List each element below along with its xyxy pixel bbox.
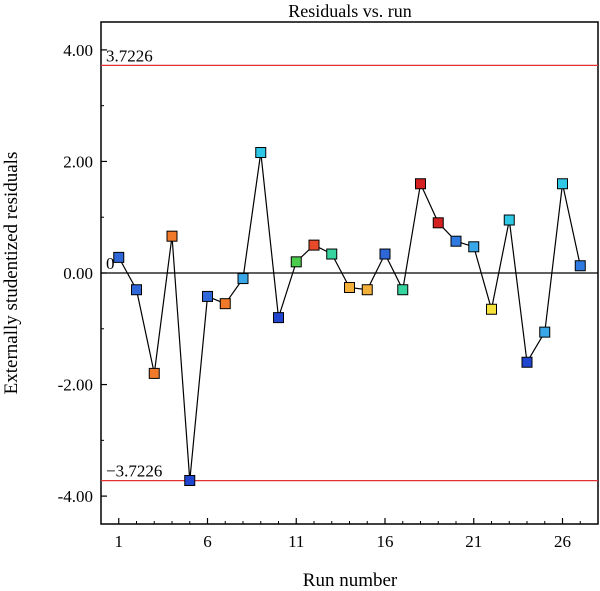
residual-series-line [118,152,581,481]
x-axis-label: Run number [303,570,398,591]
residual-point-run-10 [273,312,284,324]
residual-point-run-8 [237,273,249,285]
residual-point-run-12 [308,239,320,251]
residual-point-run-11 [290,256,302,268]
reference-line-label-0: 3.7226 [106,46,153,65]
residual-point-run-9 [255,147,267,159]
residual-point-run-18 [415,178,426,190]
x-tick-label: 1 [115,532,124,551]
residual-point-run-16 [379,248,391,260]
residual-point-run-14 [344,282,355,294]
residual-point-run-19 [432,217,444,229]
residual-point-run-7 [219,298,231,310]
reference-line-label-2: −3.7226 [106,462,162,481]
residual-point-run-2 [131,284,142,296]
y-axis-label: Externally studentized residuals [1,152,22,395]
residual-point-run-25 [539,326,551,338]
y-axis: 4.00 2.00 0.00 -2.00 -4.00 [58,41,107,506]
residual-points [113,147,586,486]
x-axis: 1 6 11 16 21 26 [100,518,599,551]
residual-point-run-13 [326,248,338,260]
residual-point-run-4 [166,230,178,242]
x-tick-label: 26 [554,532,571,551]
reference-line-label-1: 0 [106,254,115,273]
residual-point-run-1 [113,251,125,263]
residual-point-run-5 [184,474,196,486]
residual-point-run-3 [148,367,160,379]
y-tick-label: 2.00 [63,152,93,171]
chart-title: Residuals vs. run [288,1,412,21]
y-tick-label: -4.00 [58,487,93,506]
residual-point-run-21 [468,241,480,253]
residual-point-run-20 [450,235,462,247]
residual-point-run-15 [361,284,373,296]
residual-point-run-6 [202,290,213,302]
y-tick-label: 4.00 [63,41,93,60]
residual-point-run-27 [574,260,586,272]
residual-point-run-22 [486,303,497,315]
residual-point-run-24 [521,356,533,368]
reference-lines: 3.7226 0 −3.7226 [101,46,598,482]
x-tick-label: 11 [288,532,304,551]
residual-point-run-26 [557,178,568,190]
y-tick-label: 0.00 [63,264,93,283]
x-tick-label: 16 [377,532,394,551]
x-tick-label: 21 [465,532,482,551]
y-tick-label: -2.00 [58,376,93,395]
residual-point-run-23 [503,214,515,226]
x-tick-label: 6 [203,532,212,551]
residual-point-run-17 [397,284,409,296]
